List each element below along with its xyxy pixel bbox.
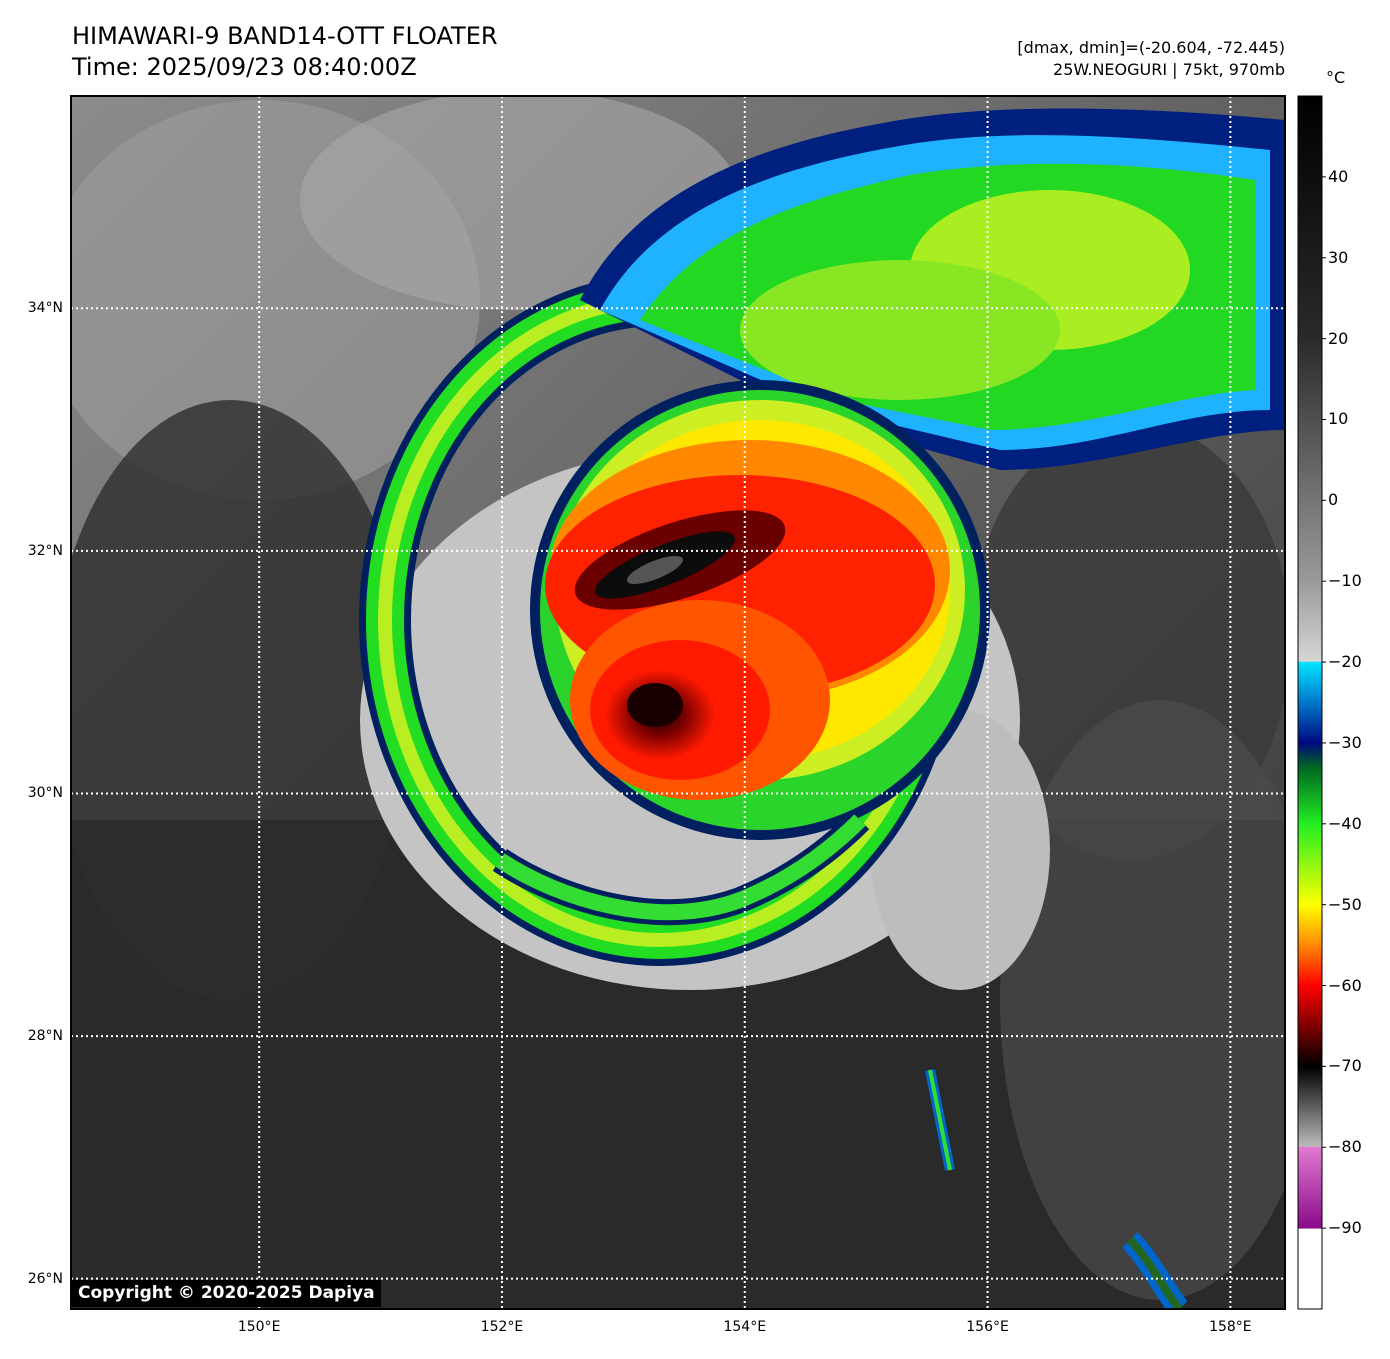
colorbar-tick-label: −90 (1328, 1218, 1362, 1238)
colorbar-tick-label: −40 (1328, 813, 1362, 833)
map-frame (70, 95, 1286, 1310)
colorbar-tick-label: 10 (1328, 409, 1349, 429)
longitude-label: 158°E (1209, 1319, 1252, 1335)
chart-title: HIMAWARI-9 BAND14-OTT FLOATER (72, 22, 498, 50)
colorbar-frame (1297, 95, 1323, 1310)
colorbar-unit: °C (1326, 68, 1346, 87)
latitude-label: 32°N (27, 542, 63, 559)
colorbar-gradient (1298, 96, 1322, 1309)
latitude-label: 26°N (27, 1270, 63, 1287)
latitude-label: 30°N (27, 785, 63, 802)
colorbar-tick-label: 20 (1328, 328, 1349, 348)
longitude-label: 150°E (237, 1319, 281, 1335)
longitude-label: 156°E (966, 1319, 1009, 1335)
latitude-label: 34°N (27, 300, 63, 317)
colorbar-tick-label: −10 (1328, 571, 1362, 591)
colorbar-tick-label: −20 (1328, 652, 1362, 672)
data-range-info: [dmax, dmin]=(-20.604, -72.445) (1017, 38, 1285, 57)
longitude-label: 152°E (480, 1319, 524, 1335)
latitude-label: 28°N (27, 1028, 63, 1045)
copyright-notice: Copyright © 2020-2025 Dapiya (72, 1280, 381, 1307)
colorbar-scale (1298, 96, 1322, 1309)
colorbar-tick-label: 0 (1328, 490, 1339, 510)
colorbar-tick-label: 40 (1328, 166, 1349, 186)
colorbar-tick-label: −60 (1328, 975, 1362, 995)
colorbar-ticks (1322, 176, 1326, 1229)
colorbar-tick-label: 30 (1328, 247, 1349, 267)
colorbar-tick-label: −70 (1328, 1056, 1362, 1076)
chart-time: Time: 2025/09/23 08:40:00Z (72, 53, 417, 81)
colorbar-tick-label: −30 (1328, 732, 1362, 752)
cloud-imagery (71, 96, 1285, 1309)
colorbar-tick-label: −50 (1328, 894, 1362, 914)
colorbar-tick-label: −80 (1328, 1137, 1362, 1157)
longitude-label: 154°E (723, 1319, 767, 1335)
storm-info: 25W.NEOGURI | 75kt, 970mb (1053, 60, 1285, 79)
gridlines (71, 96, 1285, 1309)
